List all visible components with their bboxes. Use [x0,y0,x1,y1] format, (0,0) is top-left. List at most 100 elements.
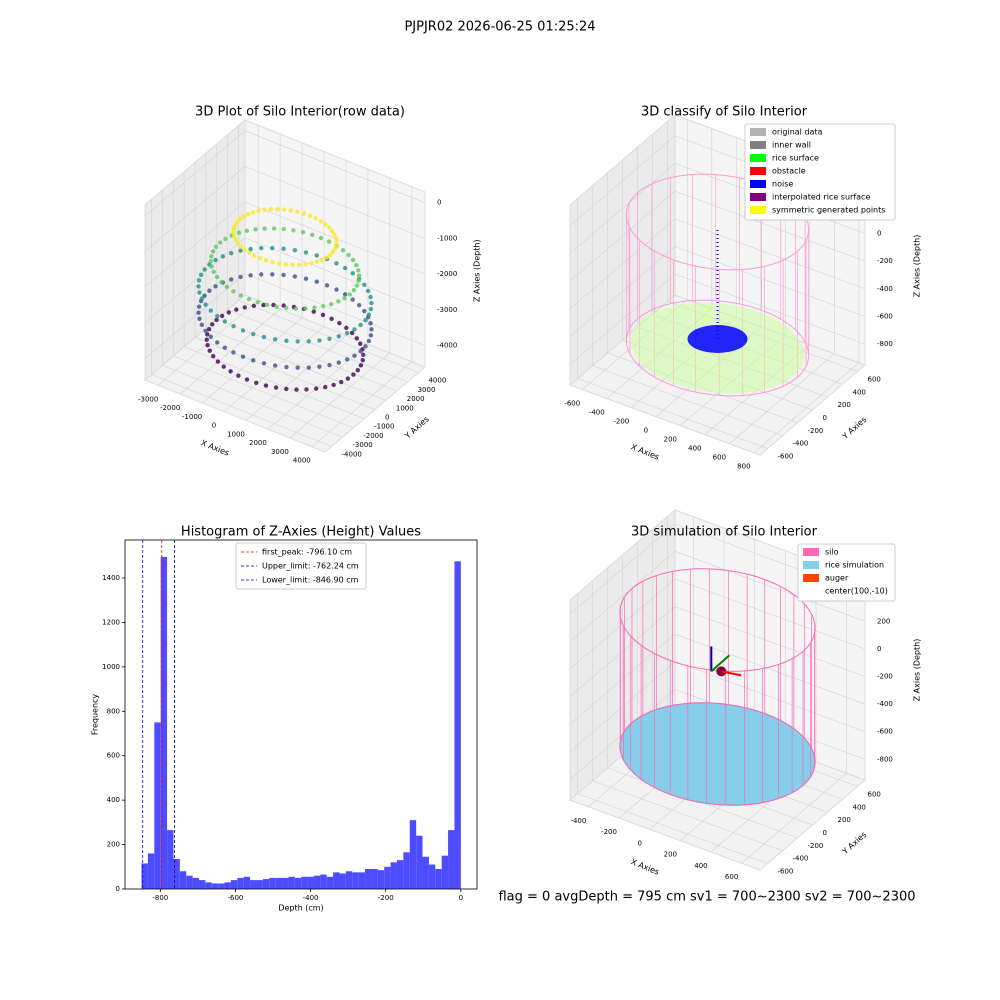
point-cloud-dot [252,253,257,258]
x-tick-label: 3000 [271,448,289,456]
legend-label: silo [825,548,839,557]
y-tick-label: -600 [778,868,794,876]
point-cloud-dot [350,257,356,263]
point-cloud-dot [317,338,322,343]
bar [243,876,251,889]
point-cloud-dot [196,278,202,283]
y-axis-label: Y Axies [840,415,868,442]
z-tick-label: -400 [877,285,893,293]
y-tick-label: 3000 [418,386,436,394]
point-cloud-dot [272,363,278,368]
y-tick-label: -4000 [342,450,362,458]
point-cloud-dot [293,306,299,311]
legend-label: rice simulation [825,561,884,570]
legend-label: inner wall [772,141,811,150]
x-axis-label: X Axies [200,438,231,457]
point-cloud-dot [319,257,325,263]
point-cloud-dot [238,293,244,298]
grid-line [674,606,866,677]
point-cloud-dot [336,334,341,339]
y-tick-label: -400 [793,855,809,863]
point-cloud-dot [368,333,374,338]
bar [377,870,385,889]
point-cloud-dot [238,248,243,253]
point-cloud-dot [209,264,214,269]
y-axis-label: Y Axies [402,414,430,441]
x-tick-label: 0 [637,839,641,847]
point-cloud-dot [345,376,351,381]
point-cloud-dot [342,295,347,301]
z-tick-label: -3000 [437,306,457,314]
grid-line [569,135,676,227]
point-cloud-dot [342,292,348,297]
point-cloud-dot [351,288,357,293]
point-cloud-dot [204,337,209,342]
bar [205,882,212,889]
grid-line [674,246,866,317]
point-cloud-dot [251,303,257,309]
bar [326,876,334,889]
point-cloud-dot [292,247,298,253]
grid-line [184,346,365,420]
z-tick-label: -200 [877,257,893,265]
point-cloud-dot [246,296,252,302]
point-cloud-dot [213,284,218,289]
point-cloud-dot [198,272,204,277]
point-cloud-dot [242,247,247,252]
grid-line [151,374,332,447]
point-cloud-dot [334,287,339,292]
point-cloud-dot [313,386,319,391]
legend-swatch [750,154,766,162]
point-cloud-dot [288,208,294,213]
chart-title: Histogram of Z-Axies (Height) Values [181,525,421,540]
point-cloud-dot [237,216,243,222]
z-tick-label: -2000 [437,270,457,278]
point-cloud-dot [350,271,355,276]
y-tick-label: 400 [853,388,866,396]
grid-line [569,246,676,337]
grid-line [162,364,343,438]
point-cloud-dot [284,338,289,343]
x-tick-label: 0 [212,422,216,430]
point-cloud-dot [328,301,334,307]
point-cloud-dot [355,367,360,373]
legend-swatch [750,206,766,214]
bar [390,862,397,889]
point-cloud-dot [330,228,335,234]
point-cloud-dot [208,259,214,264]
point-cloud-dot [215,340,220,345]
bar [269,877,276,889]
x-tick-label: -400 [570,817,586,825]
point-cloud-dot [354,283,360,288]
y-tick-label: 0 [823,414,827,422]
point-cloud-dot [294,387,299,392]
point-cloud-dot [303,276,309,281]
bar [262,879,270,889]
y-tick-label: -600 [778,453,794,461]
point-cloud-dot [205,332,210,337]
grid-line [592,780,783,852]
bar [147,853,155,889]
point-cloud-dot [199,322,205,328]
point-cloud-dot [214,274,220,280]
grid-line [569,190,676,282]
bar [179,871,187,889]
grid-line [569,163,676,254]
point-cloud-dot [256,208,261,213]
point-cloud-dot [326,225,332,230]
axis-arrow [710,654,730,673]
point-cloud-dot [358,322,363,328]
x-axis-label: X Axies [630,442,661,461]
point-cloud-dot [320,304,326,309]
point-cloud-dot [344,325,349,331]
y-tick-label: 4000 [428,377,446,385]
bar [282,877,289,889]
point-cloud-dot [261,334,267,340]
point-cloud-dot [323,384,328,390]
point-cloud-dot [309,261,314,266]
point-cloud-dot [202,293,207,298]
y-tick-label: -2000 [363,432,383,440]
point-cloud-dot [362,308,367,314]
point-cloud-dot [226,310,231,315]
point-cloud-dot [241,214,246,219]
